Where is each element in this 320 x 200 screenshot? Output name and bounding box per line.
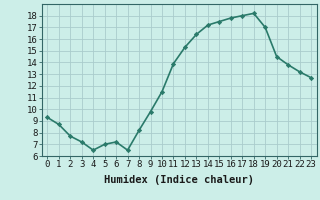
X-axis label: Humidex (Indice chaleur): Humidex (Indice chaleur)	[104, 175, 254, 185]
